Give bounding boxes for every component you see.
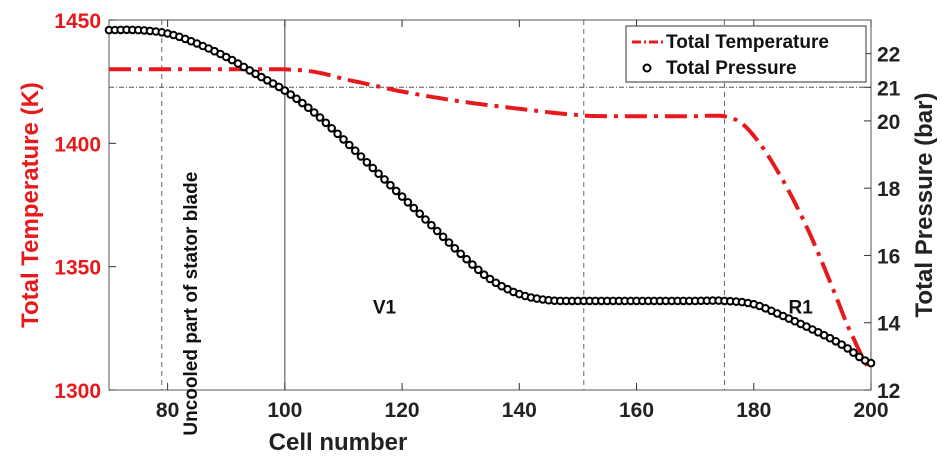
pressure-point	[485, 274, 495, 284]
pressure-point	[403, 198, 413, 207]
right-tick-label: 12	[877, 380, 900, 403]
x-tick-label: 140	[502, 399, 537, 422]
pressure-point	[380, 175, 389, 184]
plot-area: Uncooled part of stator blade V1 R1	[104, 19, 876, 436]
legend-pressure-label: Total Pressure	[666, 58, 797, 79]
annotation-v1: V1	[373, 298, 397, 319]
pressure-point	[421, 215, 430, 224]
pressure-point	[362, 158, 372, 167]
left-tick-label: 1450	[54, 10, 101, 33]
left-axis-ticks: 1300 1350 1400 1450	[54, 10, 116, 403]
pressure-point	[427, 220, 436, 230]
legend-temperature-label: Total Temperature	[666, 32, 829, 53]
pressure-point	[432, 226, 442, 236]
right-tick-label: 21	[877, 77, 901, 100]
pressure-point	[350, 146, 360, 155]
right-tick-label: 14	[877, 313, 901, 336]
pressure-point	[855, 352, 864, 362]
pressure-point	[333, 129, 342, 139]
pressure-point	[444, 238, 454, 247]
right-axis-label: Total Pressure (bar)	[911, 93, 938, 318]
pressure-point	[391, 186, 401, 196]
pressure-point	[356, 152, 366, 161]
x-tick-label: 160	[619, 399, 654, 422]
x-axis-ticks: 80 100 120 140 160 180 200	[156, 20, 889, 422]
x-tick-label: 120	[385, 399, 420, 422]
annotation-uncooled-stator: Uncooled part of stator blade	[181, 172, 202, 436]
pressure-point	[286, 90, 296, 99]
pressure-point	[239, 62, 249, 72]
pressure-point	[837, 340, 847, 349]
pressure-point	[386, 180, 395, 190]
pressure-point	[456, 249, 466, 259]
x-tick-label: 80	[156, 399, 179, 422]
pressure-point	[479, 270, 489, 280]
x-tick-label: 180	[736, 399, 771, 422]
right-tick-label: 16	[877, 245, 900, 268]
temperature-series-line	[109, 67, 873, 372]
annotations: Uncooled part of stator blade V1 R1	[181, 172, 813, 436]
right-tick-label: 20	[877, 111, 900, 134]
pressure-series	[104, 25, 876, 368]
pressure-point	[327, 124, 337, 133]
x-tick-label: 100	[267, 399, 302, 422]
left-tick-label: 1400	[54, 133, 101, 156]
pressure-point	[450, 244, 460, 253]
pressure-point	[397, 192, 407, 201]
reference-lines	[109, 20, 871, 390]
pressure-point	[274, 82, 284, 92]
pressure-point	[280, 86, 290, 95]
right-tick-label: 22	[877, 44, 900, 67]
pressure-point	[309, 108, 319, 117]
pressure-point	[292, 94, 301, 104]
plot-frame	[108, 19, 872, 391]
pressure-point	[468, 260, 477, 269]
pressure-point	[438, 232, 448, 242]
x-tick-label: 200	[853, 399, 888, 422]
legend: Total Temperature Total Pressure	[625, 25, 867, 83]
right-axis-ticks: 12 14 16 18 20 21 22	[864, 44, 901, 403]
pressure-point	[321, 118, 331, 128]
pressure-point	[345, 140, 354, 150]
legend-box	[625, 25, 867, 83]
pressure-point	[474, 265, 483, 275]
pressure-point	[409, 203, 419, 213]
pressure-point	[462, 254, 471, 264]
pressure-point	[368, 163, 378, 173]
pressure-point	[866, 358, 876, 368]
left-axis-label: Total Temperature (K)	[17, 82, 44, 328]
pressure-point	[304, 103, 313, 112]
pressure-point	[843, 344, 852, 353]
left-tick-label: 1350	[54, 257, 101, 280]
pressure-point	[315, 113, 325, 122]
right-tick-label: 18	[877, 178, 901, 201]
pressure-point	[415, 209, 425, 218]
annotation-r1: R1	[789, 298, 814, 319]
pressure-point	[339, 135, 348, 144]
series-layer	[104, 25, 876, 372]
left-tick-label: 1300	[54, 380, 101, 403]
pressure-point	[374, 169, 383, 178]
pressure-point	[849, 348, 858, 357]
x-axis-label: Cell number	[269, 429, 408, 456]
legend-pressure-swatch	[642, 63, 652, 73]
pressure-point	[298, 98, 307, 108]
